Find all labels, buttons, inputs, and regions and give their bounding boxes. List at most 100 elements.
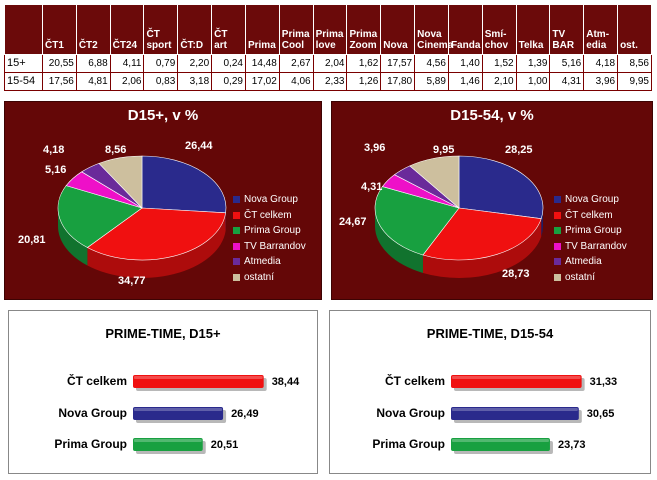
pie-slice-nova [142, 156, 226, 213]
table-cell: 14,48 [245, 55, 279, 73]
table-cell: 0,29 [212, 73, 246, 91]
table-cell: 17,80 [381, 73, 415, 91]
table-cell: 4,56 [415, 55, 449, 73]
table-header-cell: Smí-chov [482, 5, 516, 55]
bar-highlight [452, 439, 549, 442]
pie-data-label: 9,95 [433, 144, 454, 156]
legend-label: Nova Group [244, 192, 298, 208]
table-header-cell: ČT art [212, 5, 246, 55]
bar-value-label: 20,51 [211, 439, 239, 451]
table-header-cell: ČT1 [43, 5, 77, 55]
legend-swatch [233, 227, 240, 234]
bar-value-label: 31,33 [590, 376, 618, 388]
table-cell: 17,56 [43, 73, 77, 91]
legend-label: ostatní [565, 270, 595, 286]
table-cell: 9,95 [618, 73, 652, 91]
legend-swatch [233, 212, 240, 219]
legend-swatch [233, 196, 240, 203]
bar-category-label: ČT celkem [67, 373, 127, 388]
bar-value-label: 30,65 [587, 408, 615, 420]
legend-label: ČT celkem [244, 208, 292, 224]
table-cell: 1,39 [516, 55, 550, 73]
bar-value-label: 26,49 [231, 408, 259, 420]
table-cell: 5,16 [550, 55, 584, 73]
table-corner-cell [5, 5, 43, 55]
table-header-cell: Nova Cinema [415, 5, 449, 55]
legend-swatch [233, 258, 240, 265]
legend-item: Atmedia [233, 254, 306, 270]
table-header-cell: Prima Cool [279, 5, 313, 55]
table-cell: 1,40 [448, 55, 482, 73]
legend-item: TV Barrandov [233, 239, 306, 255]
table-header-cell: Fanda [448, 5, 482, 55]
table-row-label: 15-54 [5, 73, 43, 91]
legend-item: ČT celkem [233, 208, 306, 224]
table-cell: 6,88 [76, 55, 110, 73]
table-header-cell: ČT2 [76, 5, 110, 55]
bar-highlight [134, 439, 202, 442]
table-cell: 2,06 [110, 73, 144, 91]
pie-data-label: 24,67 [339, 216, 367, 228]
pie-data-label: 20,81 [18, 234, 46, 246]
legend-swatch [554, 196, 561, 203]
table-header-cell: Telka [516, 5, 550, 55]
bar-category-label: Prima Group [54, 437, 127, 451]
table-header-cell: Prima Zoom [347, 5, 381, 55]
table-cell: 4,81 [76, 73, 110, 91]
legend-label: ostatní [244, 270, 274, 286]
table-cell: 2,04 [313, 55, 347, 73]
table-cell: 0,83 [144, 73, 178, 91]
legend-label: Nova Group [565, 192, 619, 208]
table-cell: 2,33 [313, 73, 347, 91]
legend-label: TV Barrandov [565, 239, 627, 255]
table-header-cell: Nova [381, 5, 415, 55]
legend-swatch [554, 212, 561, 219]
table-cell: 1,46 [448, 73, 482, 91]
legend-label: Atmedia [565, 254, 602, 270]
pie-data-label: 3,96 [364, 142, 385, 154]
bar-title: PRIME-TIME, D15-54 [330, 326, 650, 341]
bar-category-label: Prima Group [372, 437, 445, 451]
table-row-label: 15+ [5, 55, 43, 73]
table-header-cell: Prima [245, 5, 279, 55]
table-header-cell: ČT:D [178, 5, 212, 55]
pie-data-label: 26,44 [185, 140, 213, 152]
table-cell: 17,02 [245, 73, 279, 91]
pie-slice-nova [459, 156, 543, 219]
table-header-cell: Prima love [313, 5, 347, 55]
legend-swatch [554, 243, 561, 250]
table-header-cell: TV BAR [550, 5, 584, 55]
legend-item: Prima Group [554, 223, 627, 239]
bar-title: PRIME-TIME, D15+ [9, 326, 317, 341]
table-cell: 4,31 [550, 73, 584, 91]
pie-data-label: 34,77 [118, 275, 146, 287]
table-cell: 0,24 [212, 55, 246, 73]
table-cell: 0,79 [144, 55, 178, 73]
bar-category-label: Nova Group [58, 406, 127, 420]
bar-highlight [452, 408, 578, 411]
legend-label: TV Barrandov [244, 239, 306, 255]
legend-label: Prima Group [244, 223, 301, 239]
table-cell: 1,00 [516, 73, 550, 91]
pie-data-label: 4,31 [361, 181, 382, 193]
legend-label: Atmedia [244, 254, 281, 270]
bar-panel-d15plus: PRIME-TIME, D15+ ČT celkem 38,44 Nova Grou… [8, 310, 318, 474]
legend-item: Nova Group [554, 192, 627, 208]
table-cell: 4,11 [110, 55, 144, 73]
pie-data-label: 4,18 [43, 144, 64, 156]
pie-data-label: 28,73 [502, 268, 530, 280]
bar-value-label: 23,73 [558, 439, 586, 451]
bar-category-label: Nova Group [376, 406, 445, 420]
legend-swatch [554, 274, 561, 281]
bar-highlight [452, 376, 581, 379]
table-cell: 4,18 [584, 55, 618, 73]
table-header-cell: ČT sport [144, 5, 178, 55]
table-cell: 1,62 [347, 55, 381, 73]
bar-value-label: 38,44 [272, 376, 300, 388]
legend-item: Prima Group [233, 223, 306, 239]
table-cell: 3,96 [584, 73, 618, 91]
